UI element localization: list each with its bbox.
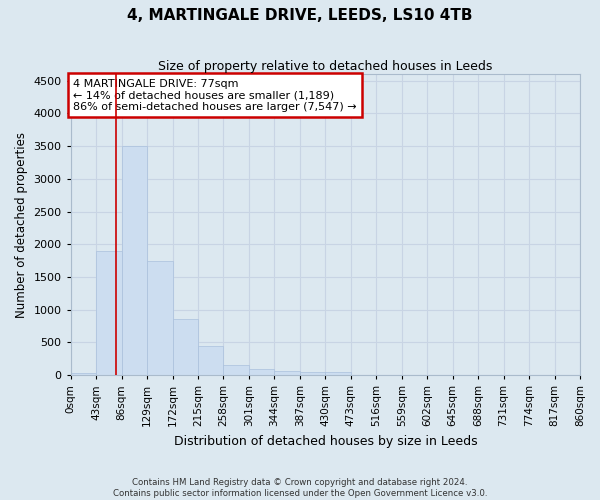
X-axis label: Distribution of detached houses by size in Leeds: Distribution of detached houses by size … xyxy=(173,434,477,448)
Bar xyxy=(96,251,122,375)
Bar xyxy=(147,260,173,375)
Bar xyxy=(122,146,147,375)
Bar xyxy=(300,372,325,375)
Bar xyxy=(198,346,223,375)
Text: Contains HM Land Registry data © Crown copyright and database right 2024.
Contai: Contains HM Land Registry data © Crown c… xyxy=(113,478,487,498)
Y-axis label: Number of detached properties: Number of detached properties xyxy=(15,132,28,318)
Text: 4, MARTINGALE DRIVE, LEEDS, LS10 4TB: 4, MARTINGALE DRIVE, LEEDS, LS10 4TB xyxy=(127,8,473,22)
Title: Size of property relative to detached houses in Leeds: Size of property relative to detached ho… xyxy=(158,60,493,73)
Bar xyxy=(71,374,96,375)
Text: 4 MARTINGALE DRIVE: 77sqm
← 14% of detached houses are smaller (1,189)
86% of se: 4 MARTINGALE DRIVE: 77sqm ← 14% of detac… xyxy=(73,78,357,112)
Bar xyxy=(223,365,249,375)
Bar xyxy=(274,371,300,375)
Bar xyxy=(325,372,351,375)
Bar xyxy=(249,369,274,375)
Bar xyxy=(173,320,198,375)
